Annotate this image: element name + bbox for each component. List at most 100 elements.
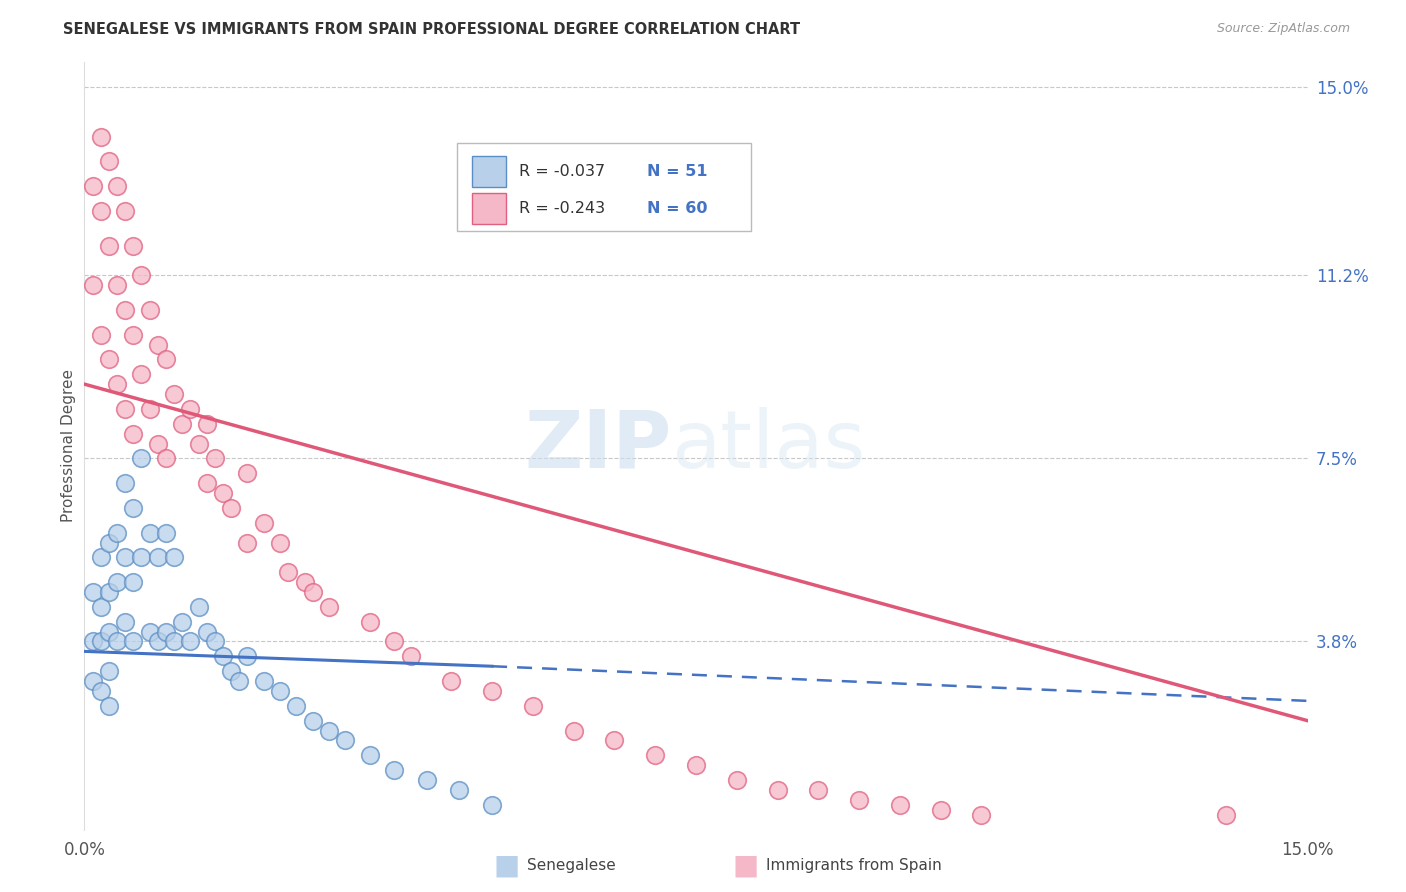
- Point: [146, 337, 169, 351]
- Point: [90, 634, 112, 648]
- Point: [228, 674, 250, 689]
- Point: [114, 476, 136, 491]
- Point: [122, 500, 145, 515]
- Point: [105, 525, 128, 540]
- Point: [82, 634, 104, 648]
- Point: [163, 387, 186, 401]
- Point: [105, 377, 128, 392]
- Point: [146, 634, 169, 648]
- Point: [236, 535, 259, 549]
- Point: [122, 634, 145, 648]
- Point: [97, 585, 120, 599]
- Point: [219, 500, 242, 515]
- Text: Senegalese: Senegalese: [527, 858, 616, 872]
- Text: atlas: atlas: [672, 407, 866, 485]
- Point: [187, 599, 209, 614]
- Point: [253, 674, 276, 689]
- Point: [131, 368, 153, 382]
- Point: [204, 451, 226, 466]
- Point: [146, 550, 169, 565]
- Point: [131, 451, 153, 466]
- FancyBboxPatch shape: [457, 143, 751, 231]
- Point: [82, 585, 104, 599]
- Point: [155, 525, 177, 540]
- Point: [195, 624, 218, 639]
- Text: R = -0.243: R = -0.243: [519, 201, 605, 216]
- Point: [929, 803, 952, 817]
- Text: Source: ZipAtlas.com: Source: ZipAtlas.com: [1216, 22, 1350, 36]
- Text: Immigrants from Spain: Immigrants from Spain: [766, 858, 942, 872]
- Point: [449, 783, 471, 797]
- Point: [359, 615, 381, 629]
- Text: N = 51: N = 51: [647, 164, 707, 179]
- Point: [522, 698, 544, 713]
- Point: [187, 436, 209, 450]
- Point: [105, 278, 128, 293]
- Point: [138, 302, 160, 317]
- Point: [399, 649, 422, 664]
- Point: [114, 203, 136, 218]
- Point: [359, 748, 381, 763]
- Point: [269, 535, 291, 549]
- Point: [97, 352, 120, 367]
- Point: [114, 401, 136, 416]
- Point: [416, 773, 439, 788]
- Point: [440, 674, 463, 689]
- Bar: [472, 193, 506, 224]
- Point: [204, 634, 226, 648]
- Point: [97, 624, 120, 639]
- Point: [90, 203, 112, 218]
- Point: [105, 179, 128, 194]
- Point: [97, 535, 120, 549]
- Point: [172, 417, 194, 431]
- Point: [97, 698, 120, 713]
- Point: [97, 664, 120, 678]
- Point: [277, 565, 299, 579]
- Point: [481, 797, 503, 812]
- Point: [212, 486, 235, 500]
- Point: [848, 793, 870, 807]
- Point: [236, 467, 259, 481]
- Point: [889, 797, 911, 812]
- Point: [131, 268, 153, 283]
- Point: [179, 401, 201, 416]
- Point: [122, 327, 145, 342]
- Point: [90, 599, 112, 614]
- Point: [212, 649, 235, 664]
- Point: [90, 684, 112, 698]
- Point: [105, 575, 128, 590]
- Point: [97, 154, 120, 169]
- Point: [644, 748, 666, 763]
- Text: ■: ■: [494, 851, 519, 880]
- Point: [105, 634, 128, 648]
- Text: SENEGALESE VS IMMIGRANTS FROM SPAIN PROFESSIONAL DEGREE CORRELATION CHART: SENEGALESE VS IMMIGRANTS FROM SPAIN PROF…: [63, 22, 800, 37]
- Point: [82, 674, 104, 689]
- Point: [766, 783, 789, 797]
- Point: [114, 550, 136, 565]
- Bar: [472, 156, 506, 186]
- Text: R = -0.037: R = -0.037: [519, 164, 605, 179]
- Point: [90, 327, 112, 342]
- Point: [155, 624, 177, 639]
- Point: [301, 585, 323, 599]
- Point: [163, 550, 186, 565]
- Point: [90, 129, 112, 144]
- Point: [146, 436, 169, 450]
- Point: [725, 773, 748, 788]
- Point: [163, 634, 186, 648]
- Point: [114, 615, 136, 629]
- Point: [122, 426, 145, 441]
- Point: [301, 714, 323, 728]
- Point: [253, 516, 276, 530]
- Point: [318, 723, 340, 738]
- Point: [382, 763, 405, 777]
- Point: [269, 684, 291, 698]
- Point: [685, 758, 707, 772]
- Point: [138, 525, 160, 540]
- Point: [97, 238, 120, 252]
- Text: N = 60: N = 60: [647, 201, 707, 216]
- Point: [481, 684, 503, 698]
- Point: [90, 550, 112, 565]
- Point: [294, 575, 316, 590]
- Y-axis label: Professional Degree: Professional Degree: [60, 369, 76, 523]
